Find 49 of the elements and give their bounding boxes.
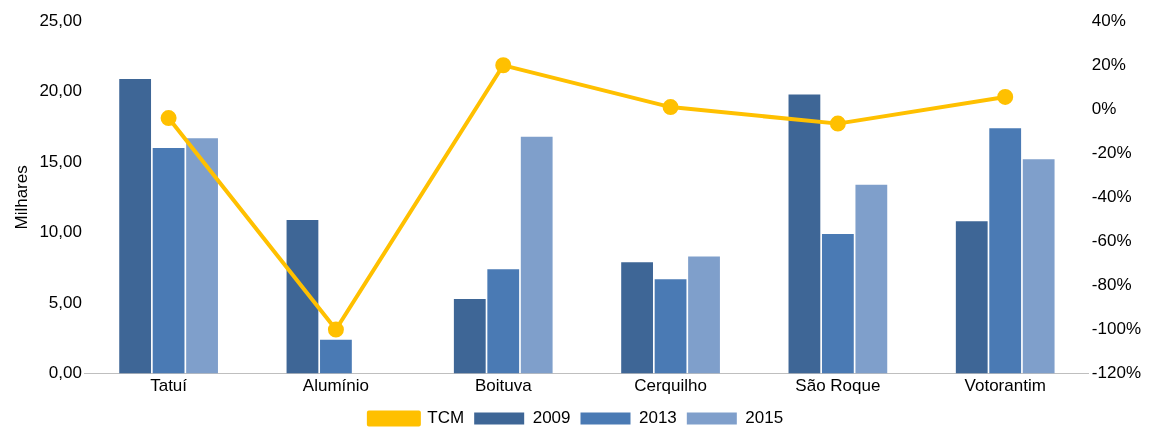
bar <box>152 148 185 374</box>
legend-label: 2009 <box>532 408 571 428</box>
bar <box>186 138 218 374</box>
y2-tick-label: 40% <box>1091 10 1126 30</box>
legend-label: 2013 <box>639 408 677 428</box>
y2-tick-label: 20% <box>1091 54 1126 74</box>
y-tick-label: 10,00 <box>39 222 82 242</box>
bar <box>621 262 653 374</box>
point <box>829 115 846 132</box>
bar <box>821 234 854 374</box>
bar <box>955 221 988 374</box>
bar <box>286 219 319 374</box>
y2-tick-label: -80% <box>1091 275 1132 295</box>
y-tick-label: 5,00 <box>48 292 82 312</box>
y-tick-label: 25,00 <box>39 10 82 30</box>
y2-tick-label: -20% <box>1091 143 1132 163</box>
y2-tick-label: 0% <box>1091 98 1117 118</box>
bar <box>320 339 352 374</box>
bar <box>855 184 888 374</box>
point <box>997 88 1014 105</box>
y2-tick-label: -60% <box>1091 231 1132 251</box>
x-tick-label: Tatuí <box>150 376 188 396</box>
y2-tick-label: -100% <box>1091 319 1141 339</box>
point <box>327 321 344 338</box>
x-tick-label: Alumínio <box>302 376 369 396</box>
y2-tick-label: -40% <box>1091 187 1132 207</box>
y-tick-label: 20,00 <box>39 81 82 101</box>
bar <box>119 78 152 374</box>
bar <box>688 256 720 374</box>
bar <box>788 94 821 374</box>
bar <box>1022 159 1055 374</box>
y2-tick-label: -120% <box>1091 363 1141 383</box>
bar <box>520 136 553 374</box>
x-tick-label: Boituva <box>474 376 533 396</box>
x-tick-label: São Roque <box>795 376 881 396</box>
x-tick-label: Votorantim <box>964 376 1046 396</box>
bar <box>487 269 520 374</box>
bar <box>453 298 486 374</box>
legend-label: 2015 <box>745 408 784 428</box>
point <box>160 110 177 127</box>
y-axis-title: Milhares <box>11 165 31 230</box>
legend-label: TCM <box>427 408 465 428</box>
point <box>495 57 512 74</box>
bar <box>654 279 687 374</box>
bar <box>989 128 1022 374</box>
x-tick-label: Cerquilho <box>634 376 707 396</box>
point <box>662 99 679 116</box>
y-tick-label: 15,00 <box>39 151 82 171</box>
y-tick-label: 0,00 <box>48 363 82 383</box>
